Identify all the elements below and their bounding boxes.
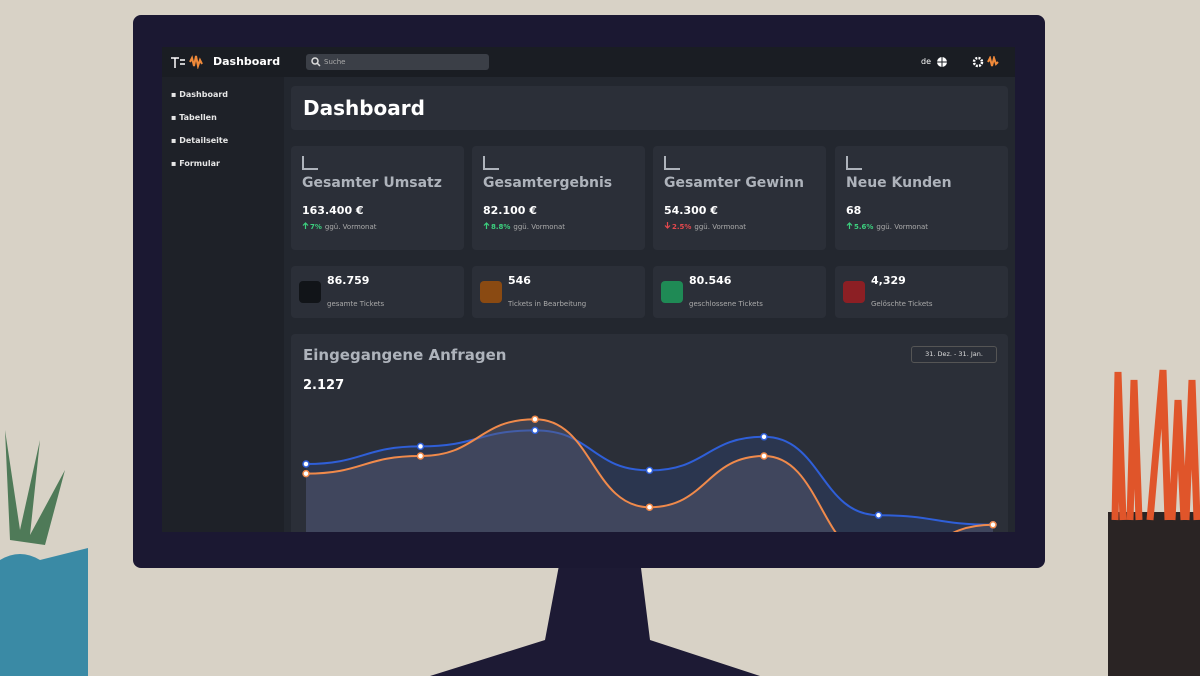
ticket-card: 4,329 Gelöschte Tickets	[835, 266, 1008, 318]
trend-arrow	[483, 222, 490, 229]
nav-label: Formular	[179, 159, 220, 168]
sidebar: ▪ Dashboard ▪ Tabellen ▪ Detailseite ▪ F…	[162, 77, 284, 532]
kpi-value: 82.100 €	[483, 204, 537, 217]
monitor-stand	[430, 560, 760, 676]
kpi-change-row: 8.8% ggü. Vormonat	[483, 222, 565, 231]
point	[989, 521, 997, 529]
kpi-card: Gesamter Gewinn 54.300 € 2.5% ggü. Vormonat	[653, 146, 826, 250]
ticket-card: 86.759 gesamte Tickets	[291, 266, 464, 318]
plant	[5, 430, 65, 545]
nav-item[interactable]: ▪ Formular	[171, 159, 220, 168]
point	[645, 466, 654, 475]
ticket-icon	[843, 281, 865, 303]
point	[760, 452, 768, 460]
kpi-change: 8.8%	[491, 223, 511, 231]
globe-icon[interactable]	[936, 56, 948, 68]
search-icon	[311, 57, 321, 67]
ticket-value: 80.546	[689, 274, 732, 287]
ticket-value: 4,329	[871, 274, 906, 287]
kpi-change-row: 7% ggü. Vormonat	[302, 222, 377, 231]
nav-item[interactable]: ▪ Detailseite	[171, 136, 229, 145]
chart-total: 2.127	[303, 378, 345, 393]
screen: Dashboard Suche de ▪ Dashboard ▪ Tabelle…	[162, 47, 1015, 532]
point	[416, 452, 425, 460]
title-card: Dashboard	[291, 86, 1008, 130]
pencil-cup	[1108, 512, 1200, 676]
ticket-card: 80.546 geschlossene Tickets	[653, 266, 826, 318]
kpi-card: Gesamtergebnis 82.100 € 8.8% ggü. Vormonat	[472, 146, 645, 250]
app-title: Dashboard	[213, 55, 281, 68]
point	[874, 511, 883, 519]
topbar: Dashboard Suche de	[162, 47, 1015, 77]
kpi-change: 2.5%	[672, 223, 692, 231]
point	[302, 469, 310, 478]
ticket-icon	[480, 281, 502, 303]
plant-pot	[0, 548, 88, 676]
ticket-value: 86.759	[327, 274, 370, 287]
ticket-icon	[299, 281, 321, 303]
kpi-change-row: 2.5% ggü. Vormonat	[664, 222, 746, 231]
nav-item[interactable]: ▪ Dashboard	[171, 90, 229, 99]
ticket-icon	[661, 281, 683, 303]
ticket-label: Gelöschte Tickets	[871, 300, 933, 308]
kpi-card: Neue Kunden 68 5.6% ggü. Vormonat	[835, 146, 1008, 250]
trend-arrow	[302, 222, 309, 229]
trend-arrow	[846, 222, 853, 229]
kpi-change: 7%	[310, 223, 322, 231]
point	[531, 426, 539, 435]
date-range[interactable]: 31. Dez. - 31. Jan.	[911, 346, 997, 363]
kpi-icon	[302, 156, 318, 170]
ticket-card: 546 Tickets in Bearbeitung	[472, 266, 645, 318]
kpi-note: ggü. Vormonat	[694, 223, 747, 231]
kpi-note: ggü. Vormonat	[876, 223, 929, 231]
kpi-note: ggü. Vormonat	[324, 223, 377, 231]
kpi-title: Gesamter Gewinn	[664, 175, 804, 191]
kpi-value: 163.400 €	[302, 204, 364, 217]
kpi-value: 68	[846, 204, 862, 217]
page-title: Dashboard	[303, 96, 425, 120]
ticket-label: Tickets in Bearbeitung	[508, 300, 587, 308]
point	[760, 433, 768, 441]
nav-label: Dashboard	[179, 90, 229, 99]
kpi-change: 5.6%	[854, 223, 874, 231]
nav-label: Detailseite	[179, 136, 229, 145]
ticket-value: 546	[508, 274, 531, 287]
kpi-card: Gesamter Umsatz 163.400 € 7% ggü. Vormonat	[291, 146, 464, 250]
kpi-value: 54.300 €	[664, 204, 718, 217]
kpi-title: Gesamtergebnis	[483, 175, 613, 191]
kpi-title: Gesamter Umsatz	[302, 175, 442, 191]
area	[306, 419, 993, 532]
kpi-icon	[664, 156, 680, 170]
point	[302, 460, 310, 468]
trend-arrow	[664, 222, 671, 229]
kpi-title: Neue Kunden	[846, 175, 952, 191]
point	[645, 503, 654, 511]
kpi-change-row: 5.6% ggü. Vormonat	[846, 222, 928, 231]
nav-item[interactable]: ▪ Tabellen	[171, 113, 217, 122]
kpi-icon	[846, 156, 862, 170]
search-box[interactable]: Suche	[306, 54, 489, 70]
chart-card: Eingegangene Anfragen 31. Dez. - 31. Jan…	[291, 334, 1008, 532]
nav-label: Tabellen	[179, 113, 217, 122]
settings-icon[interactable]	[972, 56, 1002, 68]
point	[531, 415, 539, 423]
language[interactable]: de	[921, 57, 931, 66]
kpi-note: ggü. Vormonat	[513, 223, 566, 231]
kpi-icon	[483, 156, 499, 170]
search-placeholder: Suche	[324, 58, 346, 66]
logo	[171, 55, 203, 69]
ticket-label: geschlossene Tickets	[689, 300, 763, 308]
line-chart	[302, 415, 997, 532]
chart-title: Eingegangene Anfragen	[303, 346, 507, 364]
ticket-label: gesamte Tickets	[327, 300, 385, 308]
point	[416, 442, 425, 451]
pencils	[1111, 369, 1200, 521]
